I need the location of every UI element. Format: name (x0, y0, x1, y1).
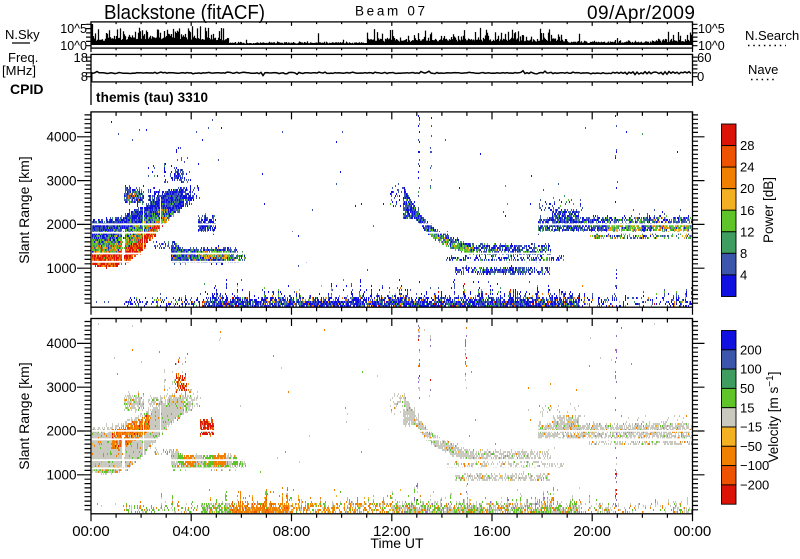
svg-text:−200: −200 (740, 478, 769, 493)
svg-text:04:00: 04:00 (172, 523, 210, 540)
svg-text:2000: 2000 (46, 424, 76, 439)
svg-text:−100: −100 (740, 458, 769, 473)
svg-text:Time UT: Time UT (370, 535, 424, 551)
svg-text:Velocity [m s−1]: Velocity [m s−1] (765, 372, 781, 463)
svg-text:20:00: 20:00 (573, 523, 611, 540)
svg-text:16:00: 16:00 (473, 523, 511, 540)
svg-text:3000: 3000 (46, 173, 76, 188)
svg-text:10^5: 10^5 (698, 22, 725, 36)
svg-text:3000: 3000 (46, 380, 76, 395)
svg-text:Blackstone (fitACF): Blackstone (fitACF) (104, 1, 265, 24)
svg-text:20: 20 (740, 181, 754, 196)
svg-text:0: 0 (697, 69, 704, 84)
svg-text:8: 8 (81, 69, 88, 84)
svg-text:Freq.: Freq. (8, 50, 38, 65)
svg-text:12: 12 (740, 224, 754, 239)
svg-text:16: 16 (740, 203, 754, 218)
svg-text:08:00: 08:00 (273, 523, 311, 540)
svg-text:4000: 4000 (46, 336, 76, 351)
svg-text:Nave: Nave (748, 62, 778, 77)
svg-text:N.Sky: N.Sky (5, 27, 40, 42)
svg-text:4000: 4000 (46, 130, 76, 145)
svg-text:00:00: 00:00 (72, 523, 110, 540)
svg-text:24: 24 (740, 160, 754, 175)
svg-text:CPID: CPID (10, 81, 43, 97)
svg-text:2000: 2000 (46, 217, 76, 232)
svg-text:50: 50 (740, 381, 754, 396)
svg-text:−50: −50 (740, 439, 762, 454)
svg-text:1000: 1000 (46, 468, 76, 483)
svg-text:[MHz]: [MHz] (2, 63, 36, 78)
svg-text:28: 28 (740, 138, 754, 153)
svg-text:10^5: 10^5 (60, 22, 87, 36)
svg-text:09/Apr/2009: 09/Apr/2009 (587, 3, 695, 24)
svg-text:12:00: 12:00 (373, 523, 411, 540)
svg-text:Slant Range [km]: Slant Range [km] (16, 156, 32, 263)
svg-text:Power [dB]: Power [dB] (761, 177, 776, 243)
svg-text:N.Search: N.Search (745, 28, 799, 43)
svg-text:8: 8 (740, 246, 747, 261)
svg-text:10^0: 10^0 (60, 39, 87, 53)
svg-text:Slant Range [km]: Slant Range [km] (16, 362, 32, 469)
svg-text:themis (tau) 3310: themis (tau) 3310 (96, 90, 208, 105)
svg-text:18: 18 (74, 50, 88, 65)
svg-text:−15: −15 (740, 420, 762, 435)
svg-text:1000: 1000 (46, 261, 76, 276)
svg-text:00:00: 00:00 (674, 523, 712, 540)
svg-text:10^0: 10^0 (698, 39, 725, 53)
svg-text:200: 200 (740, 342, 762, 357)
svg-text:15: 15 (740, 400, 754, 415)
svg-text:100: 100 (740, 362, 762, 377)
svg-text:4: 4 (740, 268, 747, 283)
svg-text:Beam 07: Beam 07 (355, 4, 425, 19)
svg-text:60: 60 (697, 50, 711, 65)
